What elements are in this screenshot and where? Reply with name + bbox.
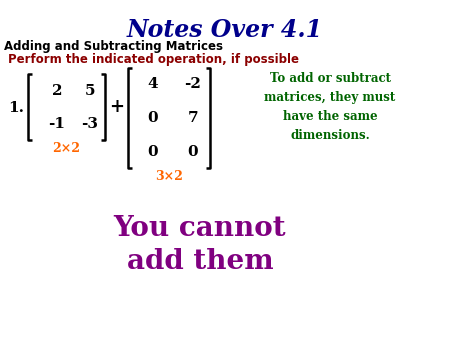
Text: -1: -1 <box>49 117 66 131</box>
Text: 5: 5 <box>85 84 95 98</box>
Text: -3: -3 <box>81 117 99 131</box>
Text: 3×2: 3×2 <box>155 170 183 183</box>
Text: 0: 0 <box>188 145 198 159</box>
Text: Notes Over 4.1: Notes Over 4.1 <box>127 18 323 42</box>
Text: 0: 0 <box>148 145 158 159</box>
Text: 0: 0 <box>148 111 158 125</box>
Text: 7: 7 <box>188 111 198 125</box>
Text: You cannot: You cannot <box>114 215 286 242</box>
Text: 4: 4 <box>148 77 158 91</box>
Text: 2×2: 2×2 <box>53 142 81 155</box>
Text: add them: add them <box>127 248 273 275</box>
Text: -2: -2 <box>184 77 202 91</box>
Text: 2: 2 <box>52 84 62 98</box>
Text: Perform the indicated operation, if possible: Perform the indicated operation, if poss… <box>8 53 299 66</box>
Text: +: + <box>109 98 125 116</box>
Text: 1.: 1. <box>8 101 24 115</box>
Text: To add or subtract
matrices, they must
have the same
dimensions.: To add or subtract matrices, they must h… <box>265 72 396 142</box>
Text: Adding and Subtracting Matrices: Adding and Subtracting Matrices <box>4 40 223 53</box>
